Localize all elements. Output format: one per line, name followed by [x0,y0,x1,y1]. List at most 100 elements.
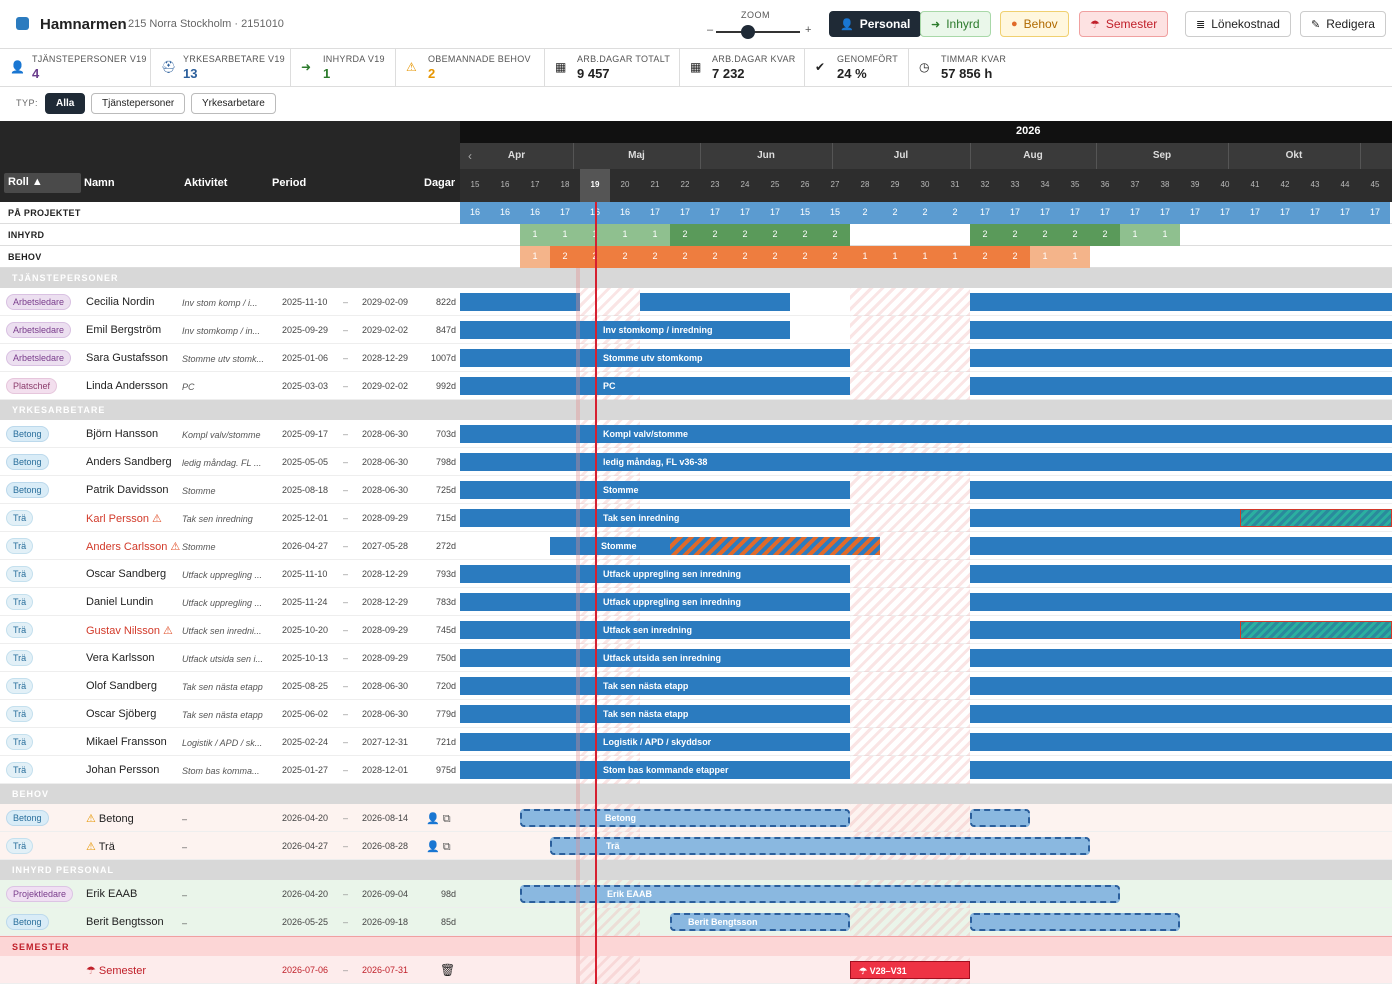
gantt-bar[interactable] [1240,509,1392,527]
week-label[interactable]: 40 [1220,180,1230,189]
gantt-bar[interactable] [970,913,1180,931]
lonekostnad-button[interactable]: ≣ Lönekostnad [1185,11,1291,37]
week-label[interactable]: 32 [980,180,990,189]
person-name[interactable]: Oscar Sandberg [86,568,166,580]
gantt-bar[interactable] [970,809,1030,827]
gantt-bar[interactable]: Stomme utv stomkomp [460,349,850,367]
column-header-namn[interactable]: Namn [84,177,115,189]
scroll-left-icon[interactable]: ‹ [468,149,472,163]
week-label[interactable]: 17 [530,180,540,189]
person-row[interactable]: Trä Olof Sandberg Tak sen nästa etapp 2025-… [0,672,1392,700]
gantt-bar[interactable] [970,677,1392,695]
person-name[interactable]: Berit Bengtsson [86,916,164,928]
gantt-bar[interactable]: PC [460,377,850,395]
week-label[interactable]: 30 [920,180,930,189]
person-name[interactable]: Vera Karlsson [86,652,154,664]
person-name[interactable]: Erik EAAB [86,888,137,900]
person-name[interactable]: Olof Sandberg [86,680,157,692]
week-label[interactable]: 16 [500,180,510,189]
person-row[interactable]: Projektledare Erik EAAB – 2026-04-20 – 2026-0… [0,880,1392,908]
person-row[interactable]: Trä Johan Persson Stom bas komma... 2025-01… [0,756,1392,784]
person-name[interactable]: Mikael Fransson [86,736,167,748]
person-row[interactable]: Trä Daniel Lundin Utfack uppregling ... 202… [0,588,1392,616]
gantt-bar[interactable]: Utfack utsida sen inredning [460,649,850,667]
week-label[interactable]: 34 [1040,180,1050,189]
gantt-bar[interactable]: Stomme [460,481,850,499]
zoom-slider[interactable] [716,31,800,33]
week-label[interactable]: 41 [1250,180,1260,189]
semester-bar[interactable]: ☂ V28–V31 [850,961,970,979]
person-row[interactable]: Betong ⚠ Betong –2026-04-20–2026-08-14 Beto… [0,804,1392,832]
gantt-bar[interactable] [640,293,790,311]
semester-button[interactable]: ☂ Semester [1079,11,1169,37]
gantt-bar[interactable] [970,565,1392,583]
person-row[interactable]: Arbetsledare Emil Bergström Inv stomkomp /… [0,316,1392,344]
week-label[interactable]: 38 [1160,180,1170,189]
person-row[interactable]: Trä Karl Persson ⚠ Tak sen inredning 2025-1… [0,504,1392,532]
row-actions[interactable]: 👤 ⧉ [426,813,451,825]
gantt-bar[interactable]: Erik EAAB [520,885,1120,903]
person-row[interactable]: Betong Berit Bengtsson – 2026-05-25 – 2026-09… [0,908,1392,936]
gantt-bar[interactable]: Stom bas kommande etapper [460,761,850,779]
gantt-bar[interactable] [970,593,1392,611]
filter-chip-yrkesarbetare[interactable]: Yrkesarbetare [191,93,276,114]
week-label[interactable]: 18 [560,180,570,189]
gantt-bar[interactable]: Trä [550,837,1090,855]
person-row[interactable]: Trä Oscar Sjöberg Tak sen nästa etapp 2025-… [0,700,1392,728]
semester-row[interactable]: ☂ Semester 2026-07-06 – 2026-07-31 🗑 ☂ V28–V3… [0,956,1392,984]
zoom-minus[interactable]: – [707,24,714,36]
week-label[interactable]: 36 [1100,180,1110,189]
week-label[interactable]: 33 [1010,180,1020,189]
week-label[interactable]: 19 [580,169,610,202]
gantt-bar[interactable] [970,705,1392,723]
person-name[interactable]: Emil Bergström [86,324,161,336]
gantt-bar[interactable]: Logistik / APD / skyddsor [460,733,850,751]
gantt-bar[interactable] [970,537,1392,555]
person-name[interactable]: Cecilia Nordin [86,296,154,308]
gantt-bar[interactable] [970,349,1392,367]
week-label[interactable]: 27 [830,180,840,189]
gantt-bar[interactable]: Berit Bengtsson [670,913,850,931]
week-label[interactable]: 24 [740,180,750,189]
person-name[interactable]: Anders Sandberg [86,456,172,468]
gantt-bar[interactable] [670,537,880,555]
person-row[interactable]: Arbetsledare Sara Gustafsson Stomme utv st… [0,344,1392,372]
person-row[interactable]: Platschef Linda Andersson PC 2025-03-03 – 202… [0,372,1392,400]
person-row[interactable]: Betong Anders Sandberg ledig måndag. FL ..… [0,448,1392,476]
filter-chip-alla[interactable]: Alla [45,93,86,114]
week-label[interactable]: 28 [860,180,870,189]
inhyrd-button[interactable]: ➜ Inhyrd [920,11,991,37]
week-label[interactable]: 23 [710,180,720,189]
gantt-bar[interactable] [970,321,1392,339]
gantt-bar[interactable]: Kompl valv/stomme [460,425,1392,443]
gantt-bar[interactable] [970,377,1392,395]
week-label[interactable]: 45 [1370,180,1380,189]
week-label[interactable]: 22 [680,180,690,189]
column-header-aktivitet[interactable]: Aktivitet [184,177,228,189]
week-label[interactable]: 15 [470,180,480,189]
week-label[interactable]: 44 [1340,180,1350,189]
week-label[interactable]: 39 [1190,180,1200,189]
zoom-plus[interactable]: + [805,24,812,36]
gantt-bar[interactable]: Tak sen inredning [460,509,850,527]
column-header-dagar[interactable]: Dagar [424,177,456,189]
person-row[interactable]: Trä Mikael Fransson Logistik / APD / sk...… [0,728,1392,756]
gantt-bar[interactable] [970,293,1392,311]
person-row[interactable]: Trä Oscar Sandberg Utfack uppregling ... 20… [0,560,1392,588]
person-name[interactable]: ⚠ Trä [86,840,115,853]
person-row[interactable]: Trä Gustav Nilsson ⚠ Utfack sen inredni...… [0,616,1392,644]
column-header-roll[interactable]: Roll ▲ [4,173,81,193]
gantt-bar[interactable]: Utfack sen inredning [460,621,850,639]
gantt-bar[interactable]: Utfack uppregling sen inredning [460,565,850,583]
person-row[interactable]: Trä Anders Carlsson ⚠ Stomme 2026-04-27–202… [0,532,1392,560]
person-name[interactable]: Karl Persson ⚠ [86,512,162,525]
gantt-bar[interactable] [1240,621,1392,639]
row-actions[interactable]: 👤 ⧉ [426,841,451,853]
gantt-bar[interactable] [460,293,580,311]
person-name[interactable]: Anders Carlsson ⚠ [86,540,180,553]
week-label[interactable]: 20 [620,180,630,189]
person-name[interactable]: Björn Hansson [86,428,158,440]
behov-button[interactable]: ● Behov [1000,11,1069,37]
person-name[interactable]: Johan Persson [86,764,159,776]
person-row[interactable]: Betong Björn Hansson Kompl valv/stomme 2025… [0,420,1392,448]
